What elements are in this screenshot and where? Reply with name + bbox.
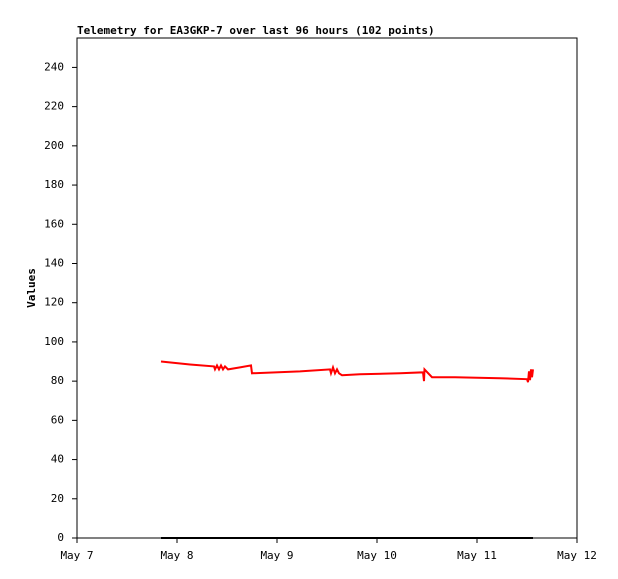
- y-tick-label: 60: [51, 413, 64, 426]
- chart-title: Telemetry for EA3GKP-7 over last 96 hour…: [77, 24, 435, 37]
- x-tick-label: May 11: [457, 549, 497, 562]
- y-tick-label: 160: [44, 217, 64, 230]
- y-axis-label: Values: [25, 268, 38, 308]
- y-tick-label: 100: [44, 335, 64, 348]
- data-line: [160, 360, 534, 383]
- x-tick-label: May 8: [160, 549, 193, 562]
- x-tick-label: May 9: [260, 549, 293, 562]
- y-tick-label: 220: [44, 100, 64, 113]
- x-tick-label: May 10: [357, 549, 397, 562]
- y-tick-label: 0: [57, 531, 64, 544]
- y-tick-label: 20: [51, 492, 64, 505]
- y-tick-label: 240: [44, 60, 64, 73]
- y-tick-label: 140: [44, 256, 64, 269]
- y-tick-label: 120: [44, 296, 64, 309]
- y-tick-label: 200: [44, 139, 64, 152]
- x-tick-label: May 12: [557, 549, 597, 562]
- x-tick-label: May 7: [60, 549, 93, 562]
- y-tick-label: 80: [51, 374, 64, 387]
- y-tick-label: 40: [51, 453, 64, 466]
- y-tick-label: 180: [44, 178, 64, 191]
